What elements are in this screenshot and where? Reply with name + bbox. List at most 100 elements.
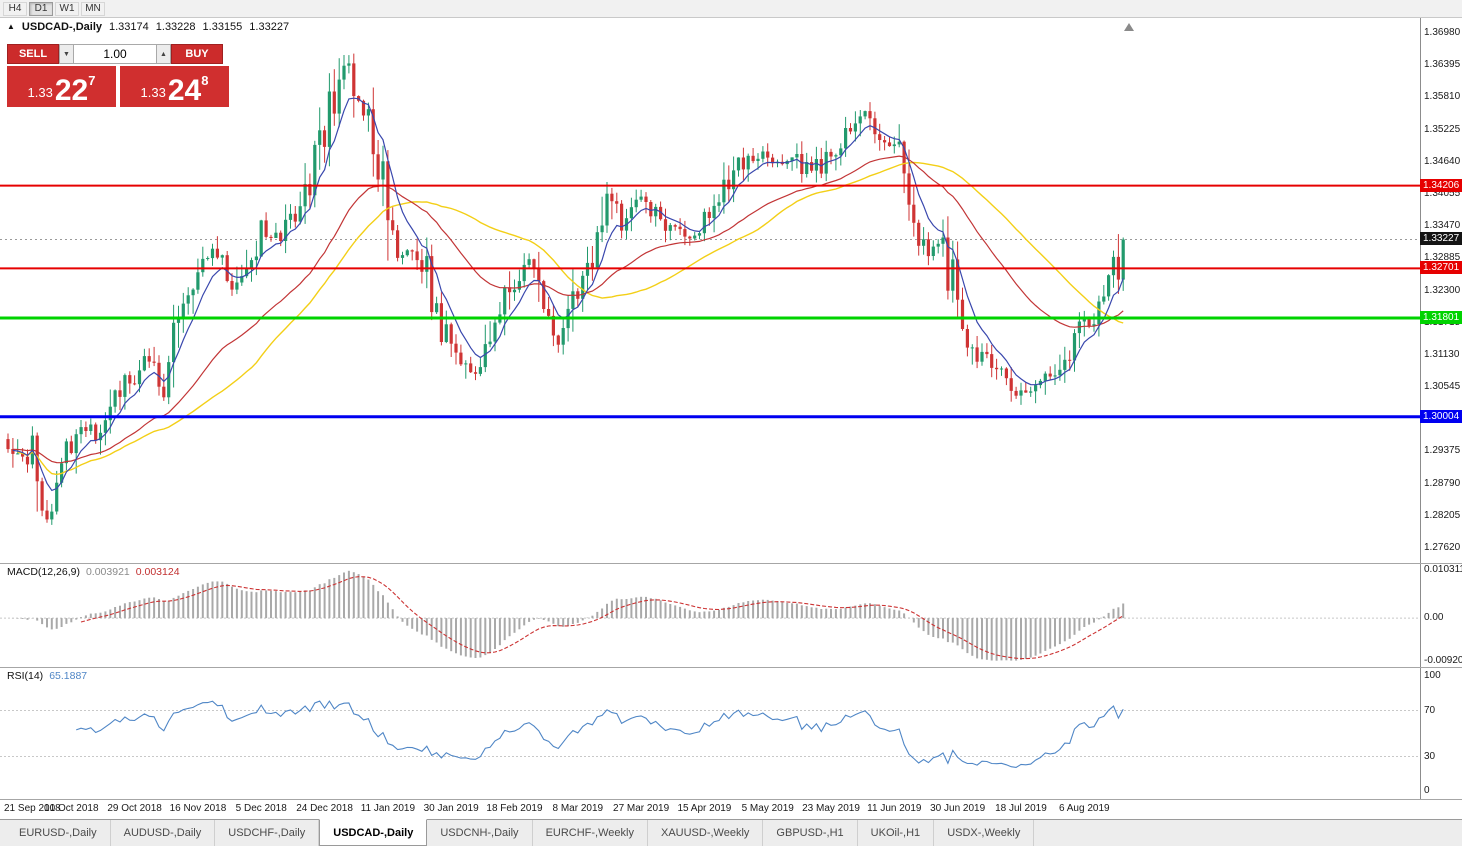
price-axis[interactable]: 1.36980 1.36395 1.35810 1.35225 1.34640 1.340… <box>1420 18 1462 563</box>
date-label: 15 Apr 2019 <box>677 803 732 814</box>
time-axis[interactable]: 21 Sep 2018 10 Oct 2018 29 Oct 2018 16 Nov … <box>0 800 1462 819</box>
ohlc-open: 1.33174 <box>109 21 149 33</box>
macd-panel-row: MACD(12,26,9) 0.003921 0.003124 0.010311… <box>0 564 1462 667</box>
main-chart-row: ▲ USDCAD-,Daily 1.33174 1.33228 1.33155 … <box>0 18 1462 563</box>
candlestick-chart-canvas[interactable] <box>0 18 1420 563</box>
bid-pip-sup: 7 <box>88 73 96 88</box>
buy-button[interactable]: BUY <box>171 44 223 64</box>
date-label: 11 Jan 2019 <box>360 803 416 814</box>
panel-separator[interactable] <box>0 667 1462 668</box>
date-label: 6 Aug 2019 <box>1058 803 1110 814</box>
rsi-axis-label: 70 <box>1424 704 1436 716</box>
ohlc-close: 1.33227 <box>249 21 290 33</box>
price-level-badge: 1.34206 <box>1420 178 1462 192</box>
price-axis-label: 1.31130 <box>1424 348 1460 360</box>
rsi-panel-row: RSI(14) 65.1887 100 70 30 0 <box>0 668 1462 799</box>
price-axis-label: 1.35225 <box>1424 123 1461 135</box>
ask-prefix: 1.33 <box>140 85 166 100</box>
chart-title: ▲ USDCAD-,Daily 1.33174 1.33228 1.33155 … <box>7 21 289 33</box>
price-level-badge: 1.30004 <box>1420 409 1462 423</box>
tab-audusd-daily[interactable]: AUDUSD-,Daily <box>111 820 216 846</box>
price-axis-label: 1.36980 <box>1424 27 1461 38</box>
timeframe-button-mn[interactable]: MN <box>81 1 105 16</box>
chart-symbol-label: USDCAD-,Daily <box>21 21 102 33</box>
price-axis-label: 1.34055 <box>1424 187 1461 199</box>
main-chart-plot[interactable]: ▲ USDCAD-,Daily 1.33174 1.33228 1.33155 … <box>0 18 1420 563</box>
rsi-plot[interactable]: RSI(14) 65.1887 <box>0 668 1420 799</box>
trade-controls-row: SELL ▼ ▲ BUY <box>7 44 229 64</box>
date-label: 30 Jun 2019 <box>930 803 986 814</box>
bid-prefix: 1.33 <box>27 85 53 100</box>
date-label: 29 Oct 2018 <box>107 803 162 814</box>
trade-quotes-row: 1.33 22 7 1.33 24 8 <box>7 66 229 107</box>
tab-eurusd-daily[interactable]: EURUSD-,Daily <box>6 820 111 846</box>
symbol-triangle-icon: ▲ <box>7 22 15 31</box>
date-label: 27 Mar 2019 <box>613 803 670 814</box>
price-axis-label: 1.32885 <box>1424 252 1461 264</box>
tab-usdcad-daily[interactable]: USDCAD-,Daily <box>319 819 428 846</box>
date-label: 11 Jun 2019 <box>867 803 922 814</box>
timeframe-button-h4[interactable]: H4 <box>3 1 27 16</box>
price-level-badge: 1.32701 <box>1420 261 1462 275</box>
price-axis-label: 1.30545 <box>1424 381 1461 393</box>
price-axis-label: 1.32300 <box>1424 284 1461 296</box>
date-label: 23 May 2019 <box>802 803 860 814</box>
tab-usdx-weekly[interactable]: USDX-,Weekly <box>934 820 1035 846</box>
rsi-title: RSI(14) <box>7 670 44 682</box>
sell-button[interactable]: SELL <box>7 44 59 64</box>
panel-separator[interactable] <box>0 799 1462 800</box>
price-level-badge: 1.31801 <box>1420 310 1462 324</box>
chart-shift-marker[interactable] <box>1124 23 1134 31</box>
price-axis-label: 1.34640 <box>1424 155 1461 167</box>
price-axis-label: 1.27620 <box>1424 542 1461 553</box>
macd-value: 0.003921 <box>85 566 130 578</box>
macd-signal-value: 0.003124 <box>135 566 180 578</box>
current-price-badge: 1.33227 <box>1420 232 1462 246</box>
volume-input[interactable] <box>74 44 156 64</box>
date-label: 5 May 2019 <box>741 803 794 814</box>
rsi-label: RSI(14) 65.1887 <box>7 670 87 682</box>
panel-separator[interactable] <box>0 563 1462 564</box>
tab-eurchf-weekly[interactable]: EURCHF-,Weekly <box>533 820 648 846</box>
chart-tab-bar: EURUSD-,Daily AUDUSD-,Daily USDCHF-,Daily U… <box>0 819 1462 846</box>
volume-increase-button[interactable]: ▲ <box>156 44 171 64</box>
ask-big-digits: 24 <box>167 74 202 107</box>
tab-usdcnh-daily[interactable]: USDCNH-,Daily <box>427 820 533 846</box>
date-label: 8 Mar 2019 <box>552 803 604 814</box>
macd-axis-label: 0.010311 <box>1424 564 1462 575</box>
volume-decrease-button[interactable]: ▼ <box>59 44 74 64</box>
price-axis-label: 1.35810 <box>1424 91 1461 103</box>
price-axis-label: 1.33470 <box>1424 220 1461 232</box>
tab-gbpusd-h1[interactable]: GBPUSD-,H1 <box>763 820 858 846</box>
bid-big-digits: 22 <box>54 74 89 107</box>
macd-plot[interactable]: MACD(12,26,9) 0.003921 0.003124 <box>0 564 1420 667</box>
date-label: 16 Nov 2018 <box>169 803 227 814</box>
ask-pip-sup: 8 <box>201 73 209 88</box>
price-axis-label: 1.28205 <box>1424 509 1461 521</box>
price-axis-label: 1.28790 <box>1424 477 1461 489</box>
bid-price-box[interactable]: 1.33 22 7 <box>7 66 116 107</box>
rsi-axis-label: 0 <box>1424 785 1430 796</box>
ask-price-box[interactable]: 1.33 24 8 <box>120 66 229 107</box>
macd-axis: 0.010311 0.00 -0.0092030 <box>1420 564 1462 667</box>
timeframe-button-w1[interactable]: W1 <box>55 1 79 16</box>
timeframe-button-d1[interactable]: D1 <box>29 1 53 16</box>
rsi-chart-canvas[interactable] <box>0 668 1420 799</box>
date-label: 30 Jan 2019 <box>423 803 479 814</box>
tab-ukoil-h1[interactable]: UKOil-,H1 <box>858 820 935 846</box>
ohlc-high: 1.33228 <box>155 21 196 33</box>
date-label: 24 Dec 2018 <box>296 803 353 814</box>
rsi-axis-label: 100 <box>1424 670 1441 681</box>
macd-chart-canvas[interactable] <box>0 564 1420 667</box>
rsi-axis-label: 30 <box>1424 750 1436 762</box>
ohlc-low: 1.33155 <box>202 21 243 33</box>
date-label: 10 Oct 2018 <box>44 803 99 814</box>
macd-axis-label: 0.00 <box>1424 612 1444 624</box>
tab-usdchf-daily[interactable]: USDCHF-,Daily <box>215 820 320 846</box>
price-axis-label: 1.36395 <box>1424 59 1461 71</box>
macd-title: MACD(12,26,9) <box>7 566 80 578</box>
date-label: 21 Sep 2018 <box>4 803 61 814</box>
tab-xauusd-weekly[interactable]: XAUUSD-,Weekly <box>648 820 764 846</box>
